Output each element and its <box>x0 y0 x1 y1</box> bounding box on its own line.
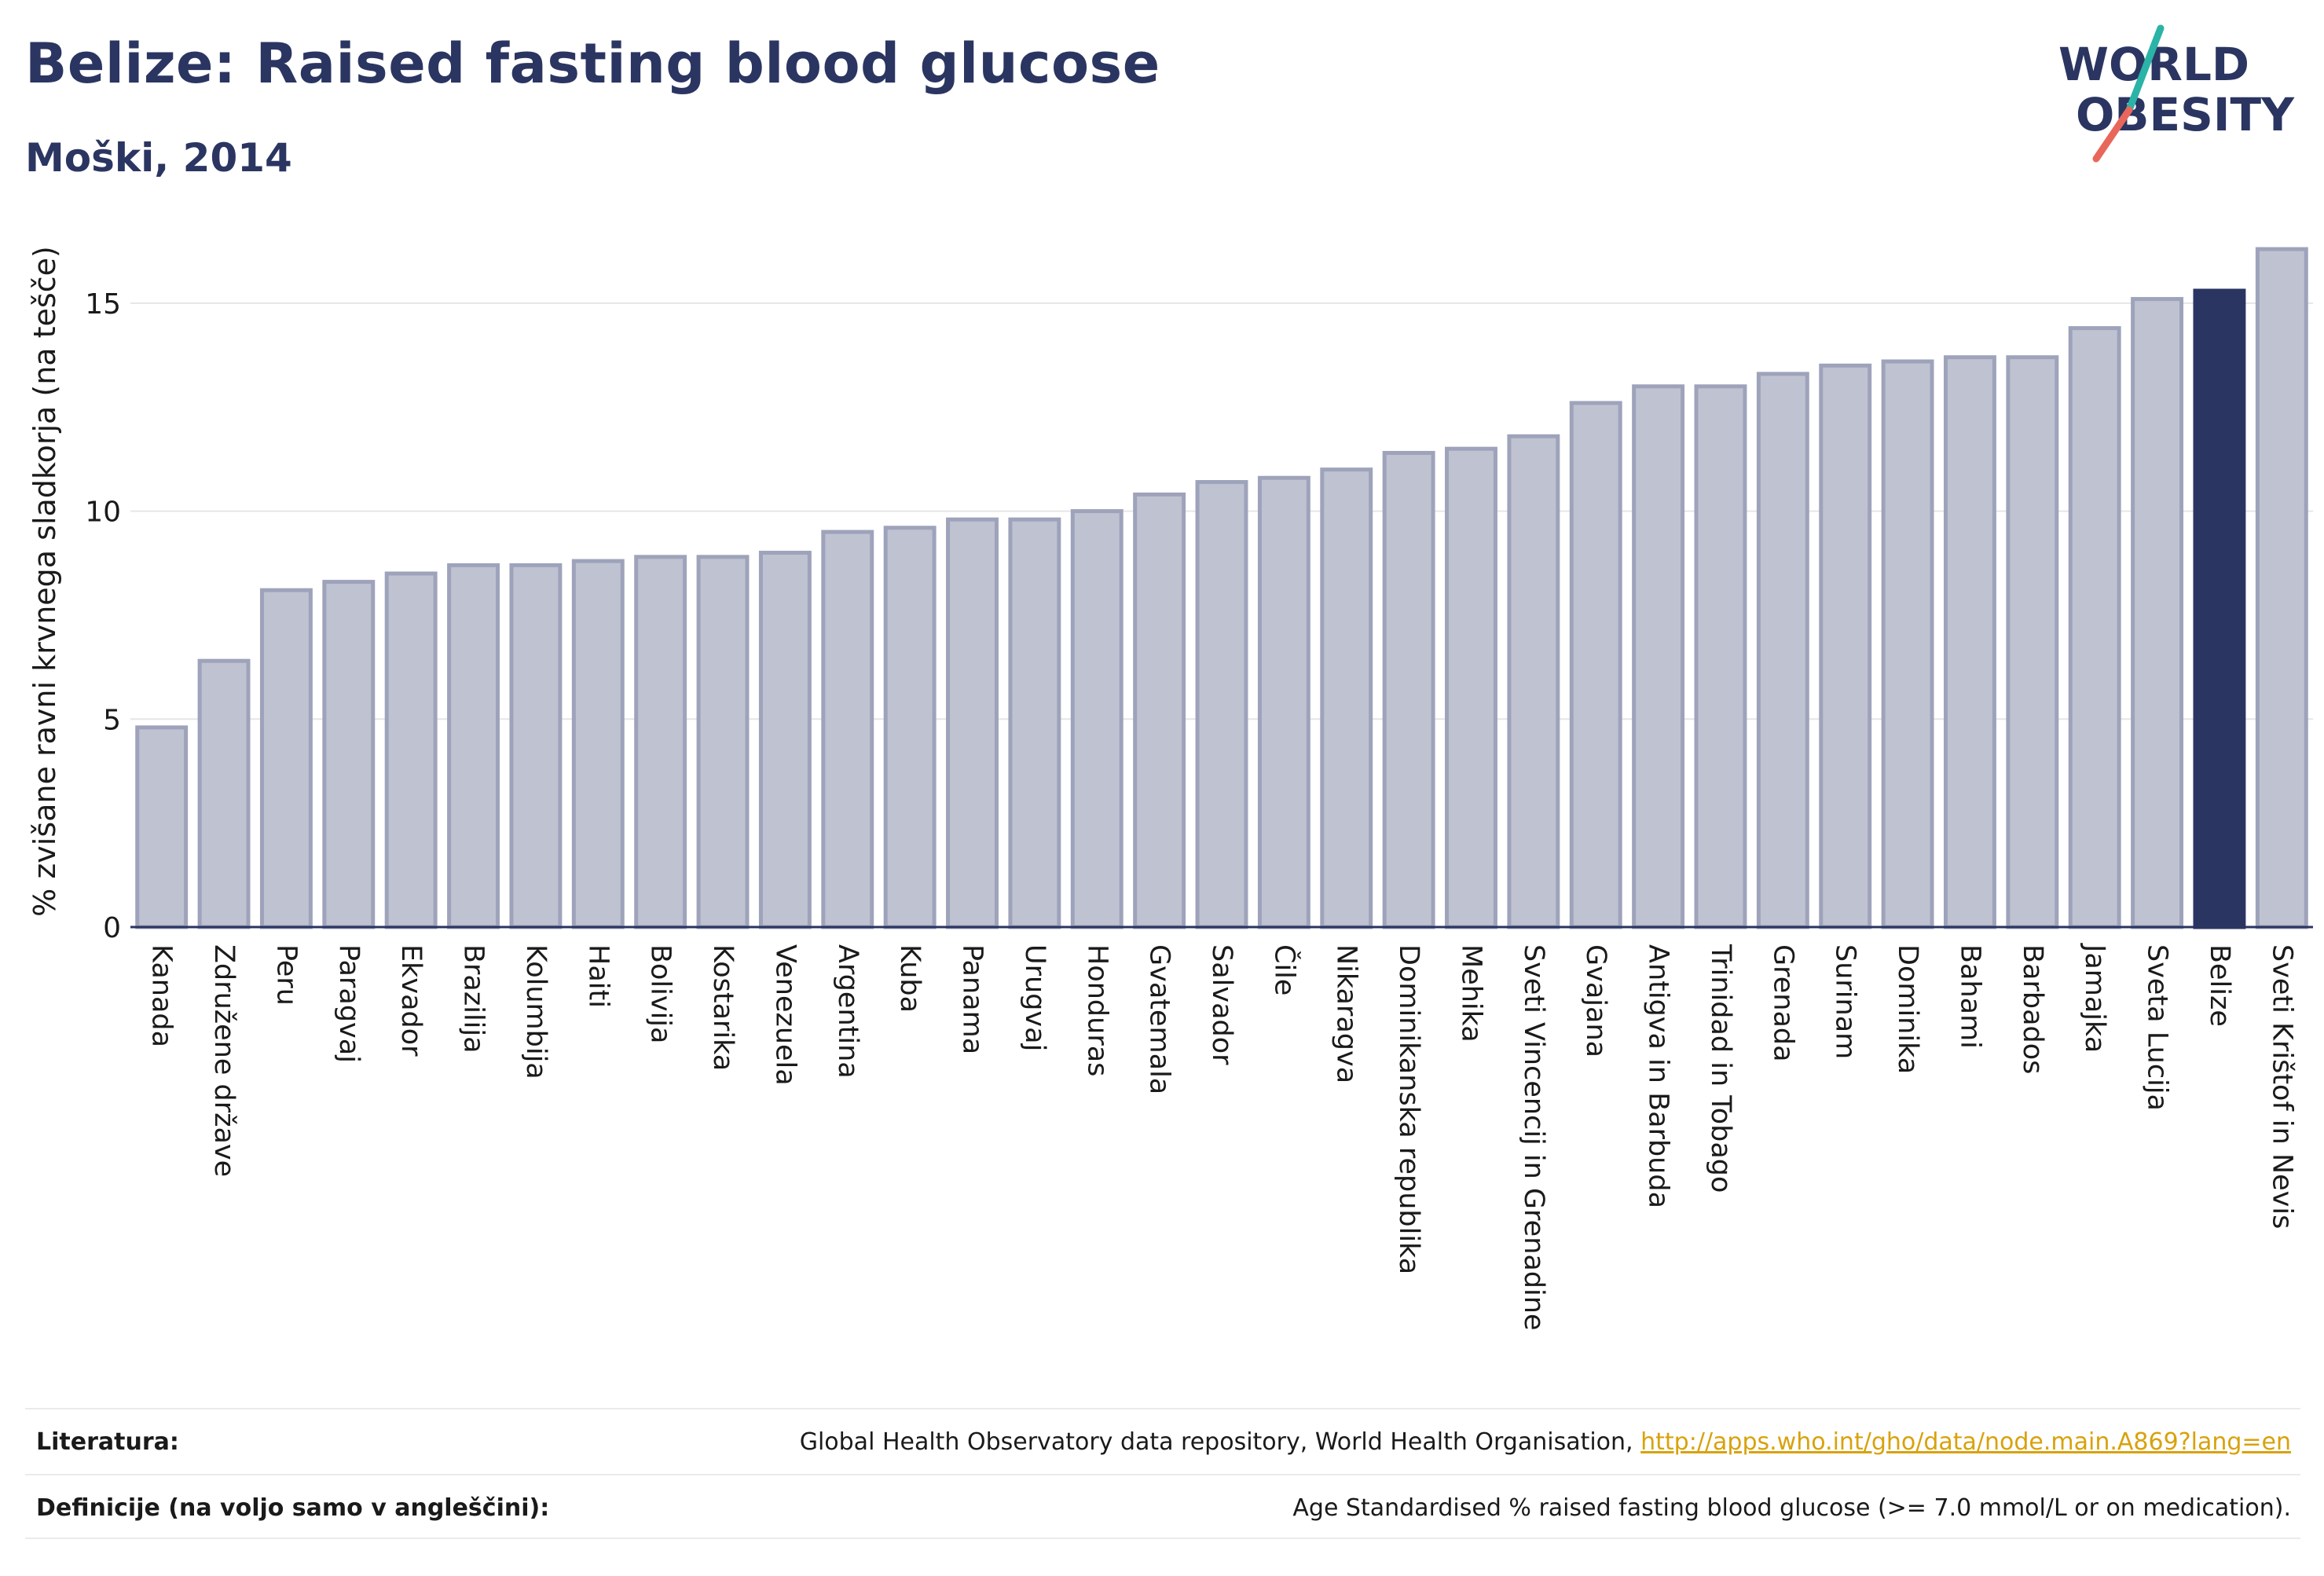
bar-28 <box>1881 359 1934 929</box>
bar-2 <box>259 588 313 929</box>
bar-34 <box>2255 247 2308 929</box>
x-tick-label: Bahami <box>1954 944 1985 1049</box>
logo-slash-coral <box>2092 106 2133 163</box>
y-tick-label: 0 <box>103 912 121 944</box>
x-tick-label: Mehika <box>1455 944 1486 1043</box>
x-tick-label: Dominika <box>1892 944 1923 1074</box>
bar-32 <box>2131 297 2184 929</box>
bar-26 <box>1756 372 1809 929</box>
x-tick-label: Urugvaj <box>1019 944 1050 1051</box>
y-tick-labels: 0 5 10 15 <box>85 288 121 944</box>
x-tick-label: Salvador <box>1206 944 1237 1065</box>
bar-0 <box>135 725 189 929</box>
references-label: Literatura: <box>36 1428 179 1456</box>
x-tick-label: Antigva in Barbuda <box>1643 944 1674 1208</box>
y-tick-label: 15 <box>85 288 121 321</box>
y-tick-label: 10 <box>85 497 121 529</box>
bar-18 <box>1257 475 1310 929</box>
bar-30 <box>2006 355 2059 929</box>
x-tick-label: Ekvador <box>395 944 427 1057</box>
bar-5 <box>447 563 500 929</box>
x-tick-label: Belize <box>2204 944 2235 1027</box>
bar-20 <box>1382 450 1435 929</box>
x-tick-label: Surinam <box>1830 944 1861 1059</box>
x-tick-label: Trinidad in Tobago <box>1705 944 1736 1193</box>
definitions-text: Age Standardised % raised fasting blood … <box>1292 1494 2291 1522</box>
x-tick-label: Dominikanska republika <box>1393 944 1424 1274</box>
chart-title: Belize: Raised fasting blood glucose <box>25 31 1160 96</box>
bar-29 <box>1944 355 1996 929</box>
definitions-label: Definicije (na voljo samo v angleščini): <box>36 1494 550 1522</box>
x-tick-label: Sveti Krištof in Nevis <box>2266 944 2297 1229</box>
footer-divider <box>25 1538 2300 1539</box>
references-value: Global Health Observatory data repositor… <box>800 1428 2300 1456</box>
x-tick-labels: Kanada Združene države Peru Paragvaj Ekvador… <box>146 943 2298 1331</box>
references-text: Global Health Observatory data repositor… <box>799 1428 1633 1456</box>
bar-13 <box>946 517 999 929</box>
x-tick-label: Panama <box>957 944 988 1054</box>
x-tick-label: Grenada <box>1767 944 1798 1062</box>
x-tick-label: Jamajka <box>2079 943 2110 1053</box>
references-link[interactable]: http://apps.who.int/gho/data/node.main.A… <box>1640 1428 2291 1456</box>
bar-12 <box>883 526 937 929</box>
bar-11 <box>821 530 874 929</box>
bar-33 <box>2193 288 2246 929</box>
x-tick-label: Kolumbija <box>520 944 552 1079</box>
bar-21 <box>1445 446 1497 929</box>
definitions-row: Definicije (na voljo samo v angleščini):… <box>25 1474 2300 1540</box>
x-tick-label: Kostarika <box>707 944 739 1071</box>
bar-10 <box>758 551 812 929</box>
bar-8 <box>634 555 687 929</box>
bar-27 <box>1819 363 1872 929</box>
bar-7 <box>571 559 625 929</box>
x-tick-label: Gvajana <box>1580 944 1611 1057</box>
bar-15 <box>1070 509 1124 929</box>
x-tick-label: Sveta Lucija <box>2142 944 2173 1111</box>
x-tick-label: Združene države <box>208 944 240 1177</box>
chart-subtitle: Moški, 2014 <box>25 135 292 181</box>
bar-17 <box>1195 480 1248 929</box>
x-tick-label: Peru <box>270 944 302 1006</box>
bar-3 <box>322 580 376 929</box>
references-row: Literatura: Global Health Observatory da… <box>25 1408 2300 1474</box>
logo-slash-teal <box>2125 24 2165 114</box>
x-tick-label: Paragvaj <box>333 944 365 1063</box>
x-tick-label: Argentina <box>832 944 863 1079</box>
bar-1 <box>197 658 251 929</box>
world-obesity-logo: WORLD OBESITY <box>2058 24 2295 163</box>
bar-6 <box>509 563 563 929</box>
y-axis-label: % zvišane ravni krvnega sladkorja (na te… <box>27 246 62 917</box>
x-tick-label: Honduras <box>1081 944 1113 1076</box>
bar-22 <box>1507 434 1560 929</box>
bar-16 <box>1133 492 1186 929</box>
bar-23 <box>1569 401 1622 929</box>
bars <box>135 247 2308 929</box>
bar-4 <box>384 571 438 929</box>
x-tick-label: Čile <box>1268 944 1301 995</box>
x-tick-label: Kanada <box>146 944 178 1047</box>
y-tick-label: 5 <box>103 704 121 736</box>
x-tick-label: Kuba <box>894 944 926 1013</box>
bar-chart: 0 5 10 15 Kanada Združene države Peru Paragvaj… <box>27 246 2313 1331</box>
bar-9 <box>696 555 750 929</box>
bar-24 <box>1632 384 1685 929</box>
x-tick-label: Nikaragva <box>1331 944 1362 1083</box>
x-tick-label: Barbados <box>2017 944 2048 1074</box>
x-tick-label: Sveti Vincencij in Grenadine <box>1518 944 1549 1331</box>
bar-14 <box>1008 517 1061 929</box>
bar-25 <box>1694 384 1747 929</box>
bar-19 <box>1320 467 1373 929</box>
x-tick-label: Haiti <box>582 944 614 1008</box>
x-tick-label: Bolivija <box>645 944 676 1043</box>
x-tick-label: Venezuela <box>769 944 801 1086</box>
bar-31 <box>2068 326 2121 929</box>
x-tick-label: Gvatemala <box>1144 944 1175 1094</box>
x-tick-label: Brazilija <box>458 944 489 1054</box>
